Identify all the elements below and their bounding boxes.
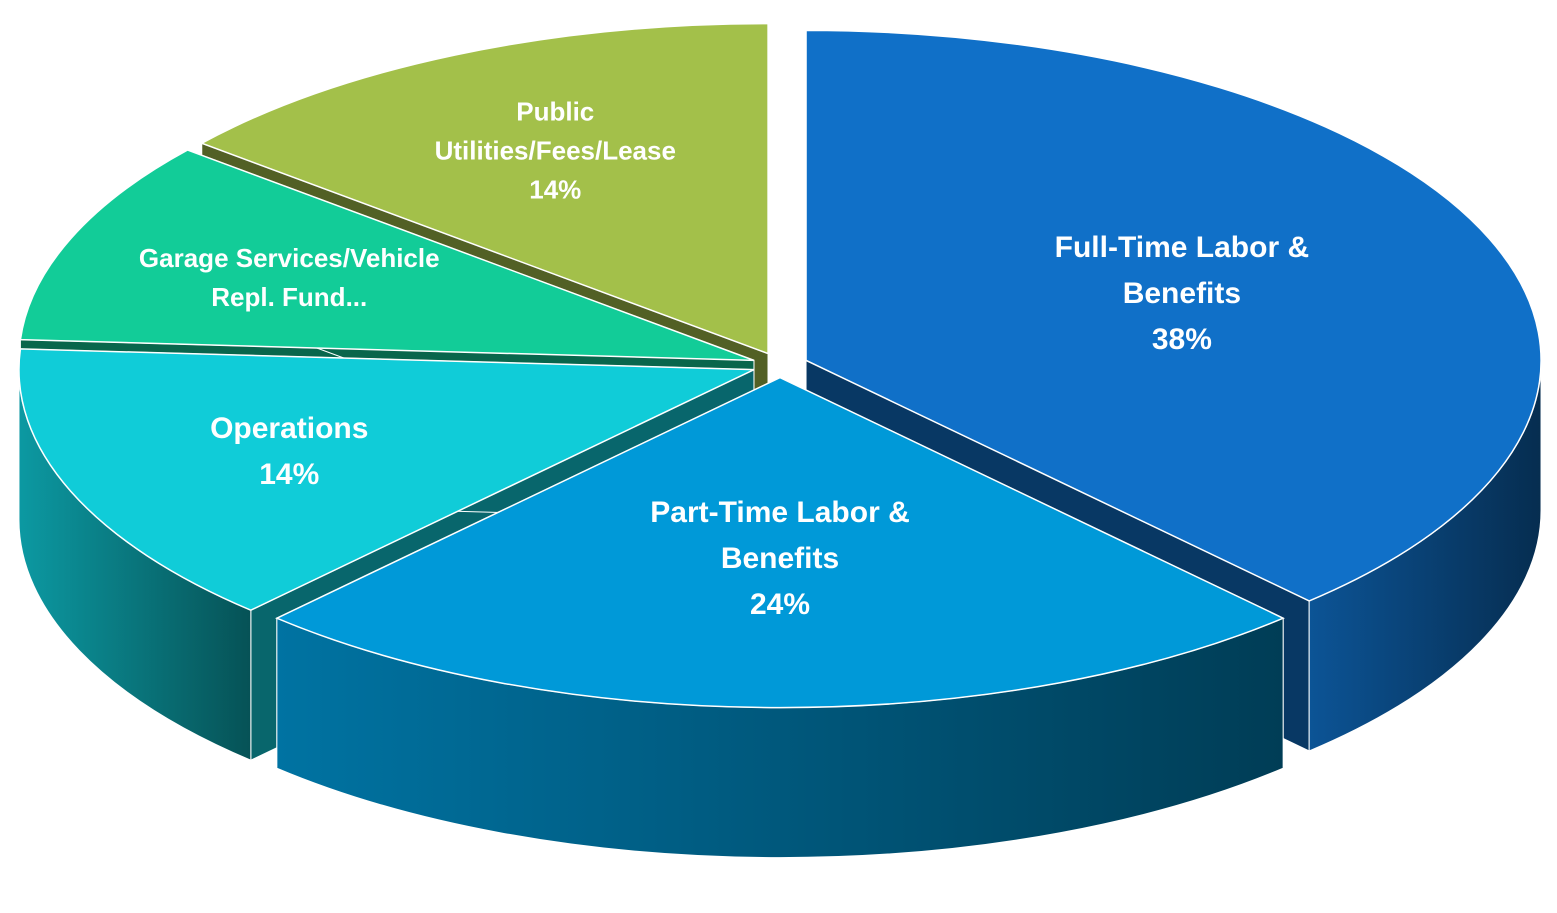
slice-top (275, 376, 1285, 709)
value-label: 24% (749, 588, 811, 622)
slice-top (18, 348, 755, 612)
slice-top (19, 149, 755, 362)
category-label: Full-Time Labor & Benefits (1054, 230, 1310, 310)
slice-label: Garage Services/Vehicle Repl. Fund... (129, 239, 449, 317)
slice-label: Operations 14% (119, 406, 459, 498)
category-label: Part-Time Labor & Benefits (650, 496, 910, 576)
slice (275, 376, 1285, 859)
value-label: 38% (1151, 322, 1212, 356)
value-label: 14% (529, 174, 582, 205)
slice-label: Part-Time Labor & Benefits 24% (610, 490, 950, 628)
slice-label: Public Utilities/Fees/Lease 14% (395, 92, 715, 209)
value-label: 14% (259, 458, 320, 492)
slice-top (805, 29, 1542, 602)
slice-top (199, 22, 769, 355)
slice-label: Full-Time Labor & Benefits 38% (1012, 225, 1352, 363)
category-label: Public Utilities/Fees/Lease (434, 96, 676, 166)
category-label: Operations (210, 412, 369, 446)
category-label: Garage Services/Vehicle Repl. Fund... (138, 242, 440, 312)
